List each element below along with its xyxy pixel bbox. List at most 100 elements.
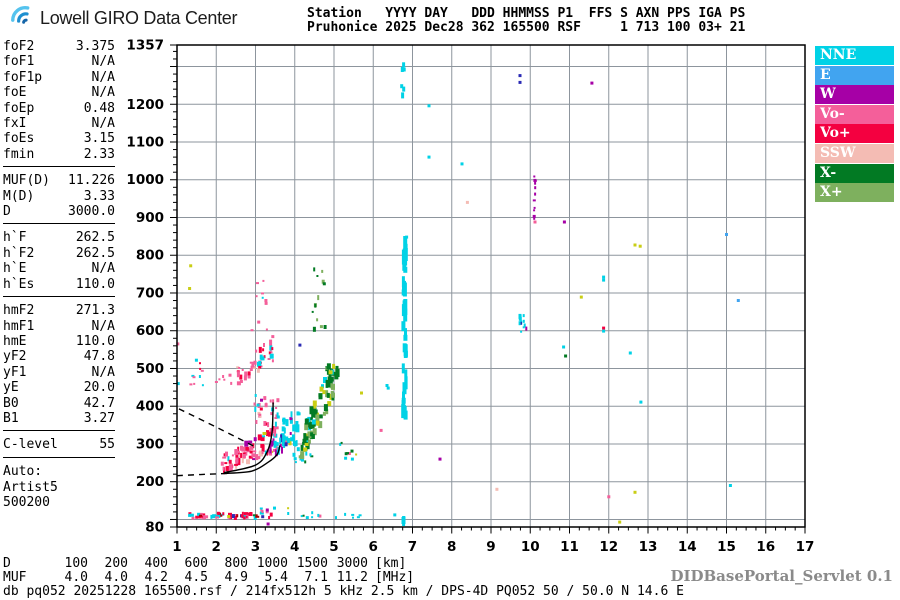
panel-divider <box>3 166 115 168</box>
d-value: 3000 <box>336 556 368 571</box>
param-label: fmin <box>3 146 35 162</box>
param-label: foF1 <box>3 54 35 70</box>
y-tick-label: 1200 <box>126 97 164 113</box>
param-row: C-level 55 <box>3 437 115 452</box>
param-label: foEp <box>3 100 35 116</box>
param-row: fxI N/A <box>3 116 115 131</box>
legend-item-xplus: X+ <box>815 183 894 203</box>
ionogram-footer: db pq052 20251228 165500.rsf / 214fx512h… <box>3 584 684 599</box>
muf-value: 4.5 <box>184 570 208 585</box>
d-row: D 100 200 400 600 800 1000 1500 3000 [km] <box>3 557 406 571</box>
param-label: C-level <box>3 437 58 453</box>
muf-unit: [MHz] <box>375 570 415 585</box>
station-header-line1: Station YYYY DAY DDD HHMMSS P1 FFS S AXN… <box>307 6 746 21</box>
echo-scatter-points <box>176 62 740 526</box>
d-value: 100 <box>64 556 88 571</box>
d-value: 600 <box>184 556 208 571</box>
station-header: Station YYYY DAY DDD HHMMSS P1 FFS S AXN… <box>307 7 745 35</box>
x-tick-label: 6 <box>369 539 378 555</box>
panel-divider <box>3 223 115 225</box>
param-label: hmE <box>3 333 27 349</box>
plot-axes <box>170 44 806 534</box>
param-value: 110.0 <box>75 333 115 349</box>
param-label: foE <box>3 85 27 101</box>
param-row: foF1 N/A <box>3 54 115 69</box>
param-value: N/A <box>91 364 115 380</box>
curve-profile-steep <box>223 402 274 474</box>
param-label: M(D) <box>3 188 35 204</box>
y-tick-label: 900 <box>136 210 164 226</box>
muf-value: 4.0 <box>104 570 128 585</box>
giro-wave-icon <box>11 5 30 24</box>
muf-row-label: MUF <box>3 570 27 585</box>
param-label: h`E <box>3 261 27 277</box>
y-tick-label: 700 <box>136 285 164 301</box>
x-tick-label: 2 <box>212 539 221 555</box>
param-value: 262.5 <box>75 230 115 246</box>
param-row: foE N/A <box>3 85 115 100</box>
y-tick-label: 1000 <box>126 172 164 188</box>
param-label: yF2 <box>3 349 27 365</box>
servlet-version-label: DIDBasePortal_Servlet 0.1 <box>670 567 893 585</box>
param-label: D <box>3 204 11 220</box>
muf-value: 7.1 <box>304 570 328 585</box>
x-tick-label: 4 <box>290 539 299 555</box>
param-label: hmF1 <box>3 318 35 334</box>
parameter-panel: foF2 3.375 foF1 N/A foF1p N/A foE N/A foEp 0.48 fx… <box>3 39 115 511</box>
param-value: 262.5 <box>75 245 115 261</box>
y-tick-label: 600 <box>136 323 164 339</box>
param-label: hmF2 <box>3 303 35 319</box>
x-tick-label: 7 <box>408 539 417 555</box>
giro-logo: Lowell GIRO Data Center <box>8 5 237 31</box>
profile-curves <box>176 402 281 477</box>
param-value: 55 <box>99 437 115 453</box>
param-value: 3.27 <box>83 410 115 426</box>
param-value: 47.8 <box>83 349 115 365</box>
d-row-label: D <box>3 556 11 571</box>
param-row: h`F 262.5 <box>3 230 115 245</box>
echo-direction-legend: NNE E W Vo- Vo+ SSW X- X+ <box>815 46 894 203</box>
y-tick-label: 1357 <box>126 38 164 54</box>
y-tick-label: 300 <box>136 436 164 452</box>
x-tick-label: 11 <box>560 539 579 555</box>
curve-dashed-bottom <box>176 472 229 477</box>
param-label: B1 <box>3 410 19 426</box>
axis-labels: 1 2 3 4 5 6 7 8 9 10 11 12 13 14 15 16 17135712001100100… <box>126 38 814 556</box>
muf-value: 5.4 <box>264 570 288 585</box>
param-value: N/A <box>91 116 115 132</box>
x-tick-label: 14 <box>678 539 697 555</box>
autoscaling-info: Auto: Artist5 500200 <box>3 464 115 511</box>
param-value: 11.226 <box>68 173 115 189</box>
legend-item-xminus: X- <box>815 163 894 183</box>
autoscaling-line: Auto: <box>3 463 43 479</box>
d-value: 200 <box>104 556 128 571</box>
param-value: 3.15 <box>83 131 115 147</box>
muf-value: 4.2 <box>144 570 168 585</box>
param-value: 20.0 <box>83 380 115 396</box>
param-row: foF2 3.375 <box>3 39 115 54</box>
x-tick-label: 10 <box>521 539 540 555</box>
param-label: yF1 <box>3 364 27 380</box>
param-row: h`Es 110.0 <box>3 277 115 292</box>
muf-value: 4.9 <box>224 570 248 585</box>
param-label: yE <box>3 380 19 396</box>
param-label: foF2 <box>3 39 35 54</box>
param-value: N/A <box>91 261 115 277</box>
autoscaling-line: Artist5 <box>3 479 58 495</box>
panel-divider <box>3 456 115 458</box>
param-row: yF1 N/A <box>3 365 115 380</box>
legend-item-nne: NNE <box>815 46 894 65</box>
legend-item-vominus: Vo- <box>815 104 894 124</box>
d-value: 400 <box>144 556 168 571</box>
param-row: foEp 0.48 <box>3 101 115 116</box>
legend-item-voplus: Vo+ <box>815 124 894 144</box>
muf-value: 4.0 <box>64 570 88 585</box>
x-tick-label: 15 <box>717 539 736 555</box>
param-label: h`F2 <box>3 245 35 261</box>
legend-item-e: E <box>815 65 894 85</box>
param-value: 2.33 <box>83 146 115 162</box>
x-tick-label: 16 <box>756 539 775 555</box>
param-row: B1 3.27 <box>3 411 115 426</box>
plot-grid <box>177 45 805 527</box>
